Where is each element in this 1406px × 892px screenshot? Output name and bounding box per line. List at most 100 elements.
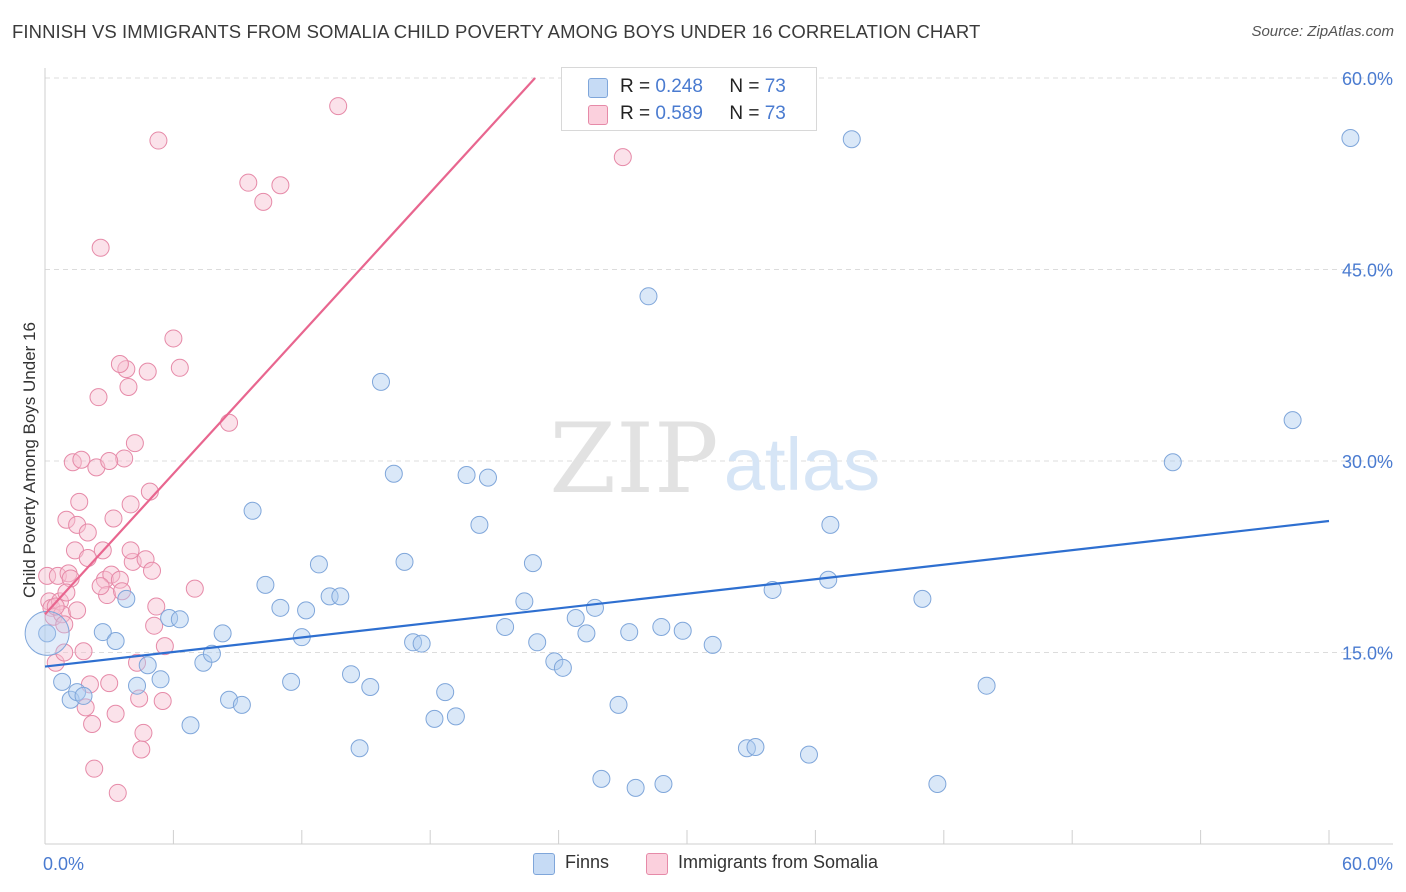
- axes: [44, 68, 1393, 845]
- somalia-point: [110, 570, 129, 589]
- finns-point: [470, 515, 489, 534]
- finns-point: [117, 589, 136, 608]
- somalia-point: [83, 714, 102, 733]
- finns-stats: R = 0.248 N = 73: [620, 76, 786, 98]
- finns-point: [977, 676, 996, 695]
- finns-point: [819, 570, 838, 589]
- somalia-point: [89, 388, 108, 407]
- somalia-point: [78, 549, 97, 568]
- finns-point: [553, 658, 572, 677]
- somalia-point: [138, 362, 157, 381]
- finns-point: [282, 672, 301, 691]
- somalia-point: [121, 541, 140, 560]
- finns-point: [842, 130, 861, 149]
- somalia-point: [110, 354, 129, 373]
- somalia-point: [78, 523, 97, 542]
- finns-point: [523, 554, 542, 573]
- somalia-point: [147, 597, 166, 616]
- finns-point: [425, 709, 444, 728]
- finns-point: [342, 665, 361, 684]
- finns-point: [297, 601, 316, 620]
- somalia-point: [185, 579, 204, 598]
- finns-point: [202, 644, 221, 663]
- finns-point: [53, 672, 72, 691]
- source-label: Source: ZipAtlas.com: [1251, 23, 1394, 40]
- finns-point: [38, 624, 57, 643]
- finns-point: [528, 633, 547, 652]
- finns-cluster-point: [24, 610, 70, 656]
- finns-point: [1163, 453, 1182, 472]
- finns-point: [412, 634, 431, 653]
- somalia-point: [76, 698, 95, 717]
- somalia-point: [74, 642, 93, 661]
- somalia-point: [91, 238, 110, 257]
- finns-point: [639, 287, 658, 306]
- finns-point: [128, 676, 147, 695]
- finns-point: [256, 575, 275, 594]
- finns-point: [577, 624, 596, 643]
- somalia-point: [128, 653, 147, 672]
- gridlines: [45, 77, 1393, 653]
- finns-point: [620, 623, 639, 642]
- somalia-r-label: R =: [620, 103, 651, 124]
- somalia-point: [164, 329, 183, 348]
- somalia-point: [70, 492, 89, 511]
- finns-point: [350, 739, 369, 758]
- finns-point: [446, 707, 465, 726]
- y-tick-label: 15.0%: [1342, 644, 1393, 664]
- finns-point: [151, 670, 170, 689]
- finns-point: [395, 552, 414, 571]
- finns-point: [913, 589, 932, 608]
- finns-point: [138, 656, 157, 675]
- somalia-r-value: 0.589: [655, 103, 703, 124]
- finns-point: [763, 580, 782, 599]
- correlation-legend: R = 0.248 N = 73 R = 0.589 N = 73: [561, 67, 817, 131]
- somalia-point: [149, 131, 168, 150]
- somalia-point: [119, 377, 138, 396]
- tick-labels: 15.0% 30.0% 45.0% 60.0% 0.0% 60.0%: [43, 69, 1393, 874]
- finns-point: [609, 695, 628, 714]
- watermark: ZIP atlas: [549, 403, 880, 515]
- finns-point: [585, 598, 604, 617]
- somalia-point: [98, 586, 117, 605]
- somalia-point: [72, 450, 91, 469]
- somalia-point: [100, 674, 119, 693]
- finns-point: [331, 587, 350, 606]
- somalia-point: [239, 173, 258, 192]
- finns-point: [384, 464, 403, 483]
- somalia-point: [121, 495, 140, 514]
- somalia-point: [136, 550, 155, 569]
- finns-point: [371, 372, 390, 391]
- finns-trend-line: [44, 519, 1330, 668]
- series-somalia-points: [38, 97, 632, 802]
- somalia-point: [254, 192, 273, 211]
- somalia-point: [125, 434, 144, 453]
- finns-point: [673, 621, 692, 640]
- watermark-zip: ZIP: [549, 403, 718, 515]
- finns-point: [799, 745, 818, 764]
- finns-point: [626, 778, 645, 797]
- somalia-n-value: 73: [764, 103, 786, 124]
- trend-lines: [44, 77, 1330, 668]
- finns-point: [821, 515, 840, 534]
- somalia-point: [102, 565, 121, 584]
- somalia-point: [55, 643, 74, 662]
- finns-point: [74, 686, 93, 705]
- finns-point: [746, 737, 765, 756]
- bottom-somalia-label: Immigrants from Somalia: [678, 852, 879, 872]
- finns-swatch: [588, 78, 608, 98]
- finns-point: [170, 610, 189, 629]
- finns-point: [654, 774, 673, 793]
- somalia-point: [271, 176, 290, 195]
- finns-point: [928, 774, 947, 793]
- finns-point: [566, 609, 585, 628]
- somalia-point: [143, 561, 161, 580]
- somalia-point: [613, 148, 632, 167]
- somalia-trend-line: [44, 77, 536, 615]
- somalia-point: [91, 577, 110, 596]
- x-tick-label-min: 0.0%: [43, 854, 84, 874]
- finns-point: [1283, 411, 1302, 430]
- finns-point: [309, 555, 328, 574]
- finns-point: [496, 617, 515, 636]
